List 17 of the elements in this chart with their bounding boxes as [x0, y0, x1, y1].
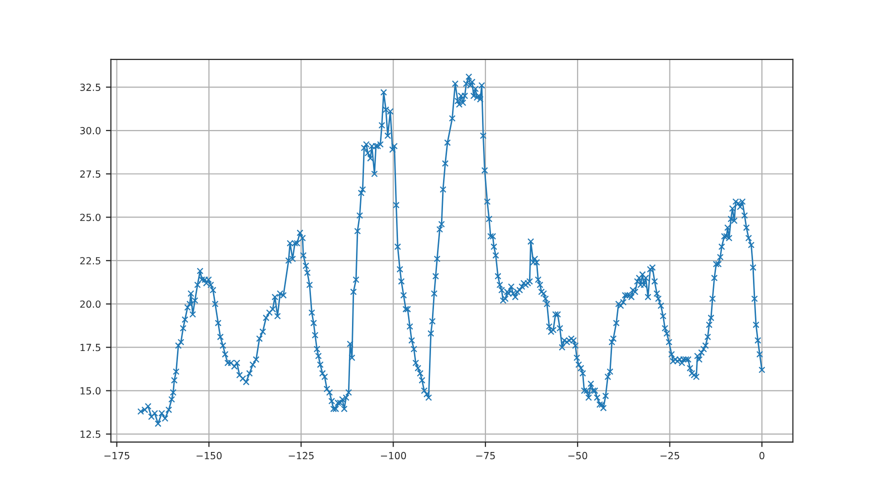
y-tick-label: 27.5: [80, 170, 100, 178]
x-tick-label: −25: [660, 452, 680, 460]
x-tick-label: −75: [476, 452, 495, 460]
x-tick-label: 0: [759, 452, 764, 460]
y-tick-label: 32.5: [80, 84, 100, 91]
y-tick-label: 15.0: [80, 387, 101, 395]
x-tick-label: −175: [104, 452, 130, 460]
x-tick-label: −100: [380, 452, 406, 460]
y-tick-label: 22.5: [80, 257, 100, 264]
y-tick-label: 25.0: [80, 214, 101, 222]
x-tick-label: −50: [568, 452, 588, 460]
x-tick-label: −125: [288, 452, 314, 460]
y-tick-label: 20.0: [80, 300, 101, 308]
y-tick-label: 30.0: [80, 126, 101, 134]
y-tick-label: 12.5: [80, 430, 100, 438]
y-tick-label: 17.5: [80, 344, 100, 352]
x-tick-label: −150: [196, 452, 222, 460]
